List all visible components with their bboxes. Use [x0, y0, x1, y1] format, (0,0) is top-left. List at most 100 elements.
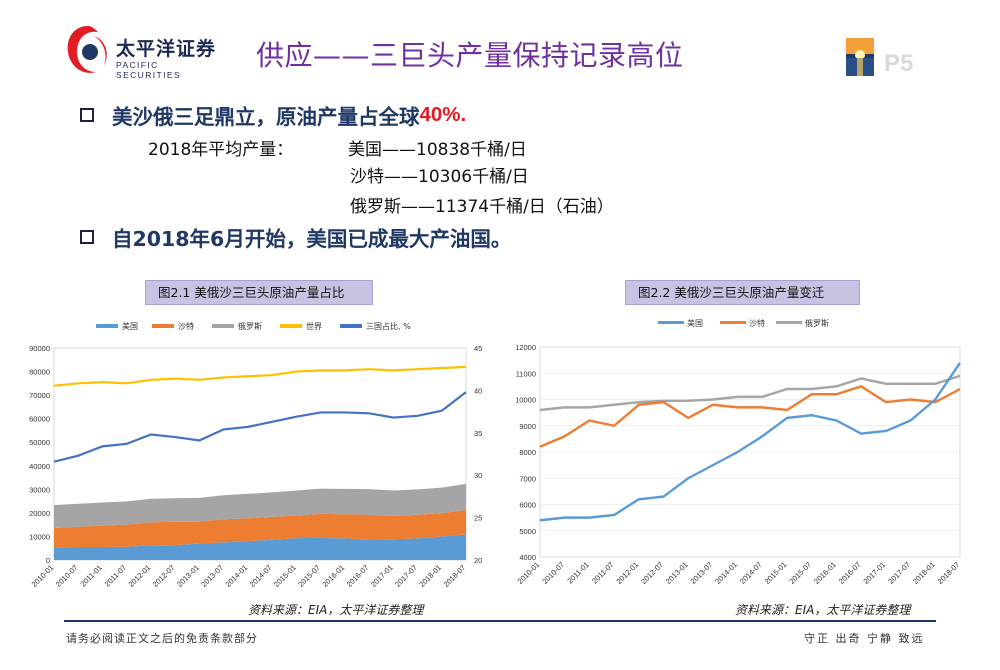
bullet-1: 美沙俄三足鼎立，原油产量占全球 40%. [80, 100, 466, 130]
chart2-xtick: 2017-01 [861, 560, 887, 586]
chart2-xtick: 2018-01 [911, 560, 937, 586]
chart1-ytick-left: 20000 [29, 509, 50, 518]
bullet-1-text: 美沙俄三足鼎立，原油产量占全球 [112, 105, 420, 129]
chart1-xtick: 2018-07 [442, 563, 468, 589]
production-russia: 俄罗斯——11374千桶/日（石油） [350, 197, 614, 217]
chart1-legend-swatch [212, 324, 234, 328]
chart1-area-0 [54, 534, 466, 560]
chart2-ytick: 5000 [519, 527, 536, 536]
chart1-xtick: 2015-01 [272, 563, 298, 589]
chart1-stacked-area: 0 10000 20000 30000 40000 50000 60000 70000 8000… [29, 321, 482, 589]
chart1-xtick: 2014-01 [223, 563, 249, 589]
page-number: P5 [884, 50, 914, 77]
chart2-ytick: 7000 [519, 474, 536, 483]
chart2-line-chart: 4000 5000 6000 7000 8000 9000 10000 11000 12000 2… [515, 318, 961, 586]
chart2-ytick: 6000 [519, 501, 536, 510]
logo-cn-text: 太平洋证券 [116, 38, 217, 60]
footer-motto: 守正 出奇 宁静 致远 [804, 632, 925, 645]
chart1-xtick: 2011-07 [103, 563, 128, 588]
chart1-xtick: 2010-01 [30, 563, 56, 589]
chart2-xtick: 2011-07 [590, 560, 615, 585]
chart2-xtick: 2014-01 [713, 560, 739, 586]
chart1-xtick: 2014-07 [248, 563, 274, 589]
production-saudi: 沙特——10306千桶/日 [350, 167, 529, 187]
bullet-2: 自2018年6月开始，美国已成最大产油国。 [80, 222, 511, 252]
chart1-xtick: 2013-07 [199, 563, 225, 589]
chart2-legend-swatch [720, 321, 746, 324]
chart1-ytick-left: 70000 [29, 391, 50, 400]
chart2-ytick: 4000 [519, 553, 536, 562]
footer-divider [64, 620, 936, 622]
chart1-ytick-left: 80000 [29, 368, 50, 377]
chart2-xtick: 2012-01 [614, 560, 640, 586]
chart1-xtick: 2018-01 [417, 563, 443, 589]
chart1-legend-label: 世界 [306, 321, 322, 331]
chart1-area-1 [54, 510, 466, 548]
chart2-caption: 图2.2 美俄沙三巨头原油产量变迁 [625, 280, 860, 305]
chart2-legend-swatch [776, 321, 802, 324]
chart1-xtick: 2016-01 [320, 563, 346, 589]
chart1-legend-swatch [340, 324, 362, 328]
chart1-ytick-right: 45 [474, 344, 482, 353]
chart1-line-0 [53, 365, 467, 387]
chart1-xtick: 2011-01 [78, 563, 103, 588]
chart1-xtick: 2012-07 [151, 563, 177, 589]
chart2-xtick: 2012-07 [639, 560, 665, 586]
chart2-legend-swatch [658, 321, 684, 324]
square-bullet-icon [80, 230, 94, 244]
chart1-ytick-right: 40 [474, 386, 482, 395]
chart2-line-2 [539, 374, 961, 412]
chart1-xtick: 2013-01 [175, 563, 201, 589]
chart2-ytick: 12000 [515, 343, 536, 352]
chart2-xtick: 2011-01 [565, 560, 590, 585]
sunset-thumbnail-icon [846, 38, 874, 76]
bullet-2-text: 自2018年6月开始，美国已成最大产油国。 [112, 227, 512, 251]
square-bullet-icon [80, 108, 94, 122]
chart1-legend-label: 美国 [122, 321, 138, 331]
company-logo: 太平洋证券 PACIFIC SECURITIES [64, 22, 224, 82]
production-us: 美国——10838千桶/日 [348, 140, 527, 160]
chart1-xtick: 2016-07 [345, 563, 371, 589]
chart1-ytick-right: 30 [474, 471, 482, 480]
chart1-area-2 [54, 483, 466, 528]
chart2-ytick: 11000 [516, 369, 536, 378]
chart1-legend-label: 沙特 [178, 321, 194, 331]
logo-mark-icon [67, 26, 107, 73]
chart2-source: 资料来源：EIA，太平洋证券整理 [735, 603, 911, 617]
chart1-ytick-right: 20 [474, 556, 482, 565]
chart1-caption: 图2.1 美俄沙三巨头原油产量占比 [145, 280, 373, 305]
chart1-legend-swatch [280, 324, 302, 328]
chart2-xtick: 2015-07 [787, 560, 813, 586]
chart2-xtick: 2010-01 [516, 560, 542, 586]
chart1-xtick: 2012-01 [127, 563, 153, 589]
chart2-legend-label: 俄罗斯 [805, 318, 829, 328]
chart2-xtick: 2014-07 [738, 560, 764, 586]
footer-disclaimer: 请务必阅读正文之后的免责条款部分 [66, 632, 258, 645]
chart2-ytick: 10000 [515, 396, 536, 405]
chart1-legend-swatch [152, 324, 174, 328]
chart1-legend-label: 三国占比, % [366, 321, 411, 331]
chart1-ytick-left: 50000 [29, 438, 50, 447]
chart1-ytick-right: 35 [474, 429, 482, 438]
chart1-xtick: 2010-07 [54, 563, 80, 589]
chart2-xtick: 2013-07 [689, 560, 715, 586]
logo-en-text: PACIFIC SECURITIES [116, 60, 182, 80]
chart2-xtick: 2015-01 [763, 560, 789, 586]
chart2-legend-label: 沙特 [749, 318, 765, 328]
chart2-xtick: 2016-01 [812, 560, 838, 586]
chart2-xtick: 2010-07 [540, 560, 566, 586]
chart2-xtick: 2016-07 [837, 560, 863, 586]
chart1-line-1 [53, 391, 467, 463]
bullet-1-highlight: 40%. [419, 103, 467, 126]
chart1-ytick-left: 60000 [29, 415, 50, 424]
chart1-legend-swatch [96, 324, 118, 328]
chart1-xtick: 2015-07 [296, 563, 322, 589]
production-label: 2018年平均产量： [148, 140, 294, 160]
chart1-ytick-left: 0 [46, 556, 50, 565]
chart1-xtick: 2017-07 [393, 563, 419, 589]
chart2-ytick: 8000 [519, 448, 536, 457]
page-title: 供应——三巨头产量保持记录高位 [256, 39, 684, 72]
chart2-line-1 [539, 385, 961, 448]
chart1-source: 资料来源：EIA，太平洋证券整理 [248, 603, 424, 617]
chart1-legend-label: 俄罗斯 [238, 321, 262, 331]
